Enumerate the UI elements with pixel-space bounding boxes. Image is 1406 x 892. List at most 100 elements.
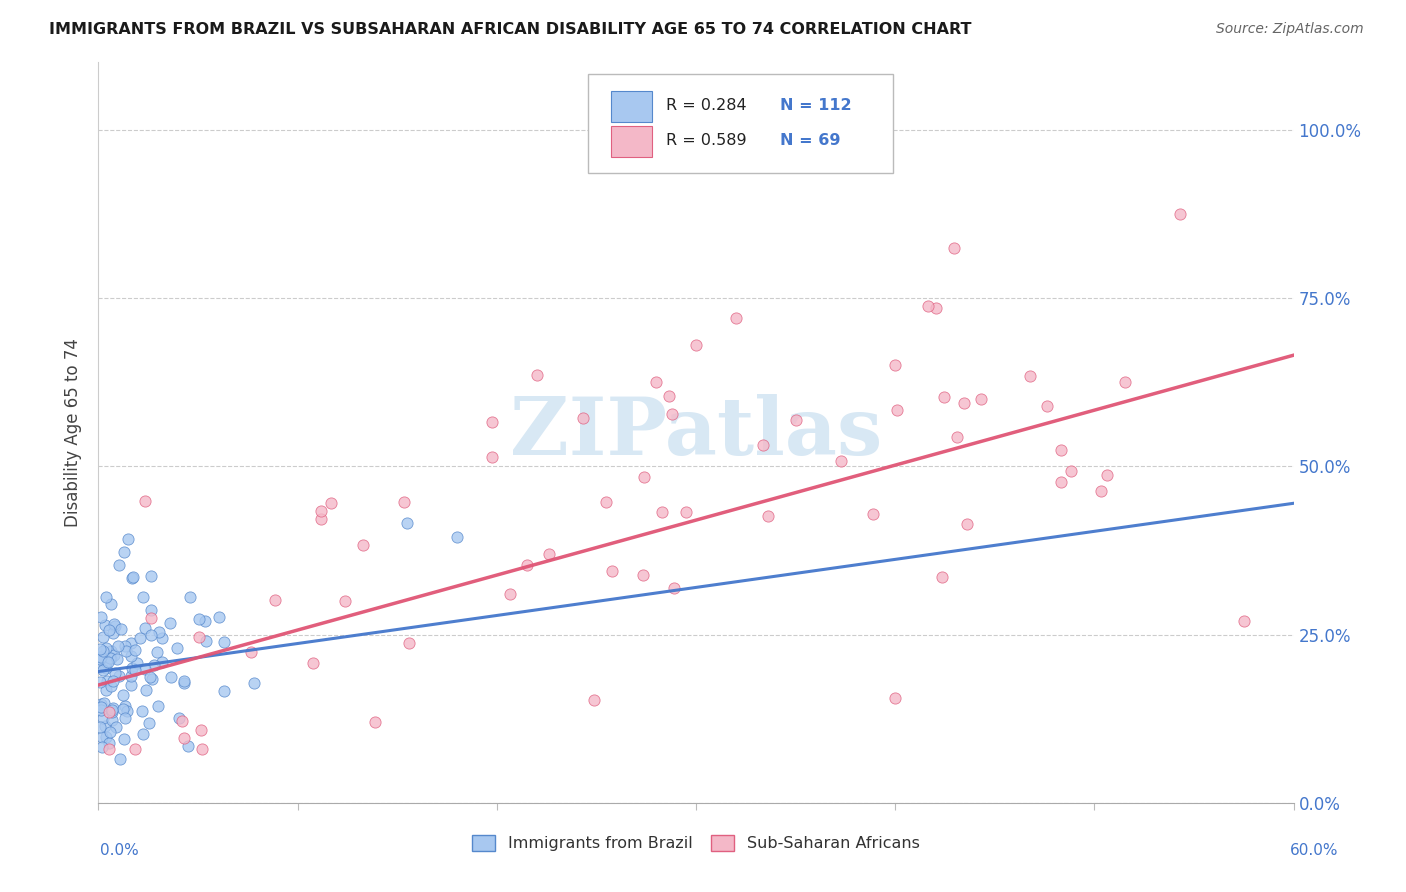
Point: [90, 650, 112, 665]
Point: [135, 682, 157, 697]
Point: [651, 505, 673, 519]
Point: [633, 469, 655, 483]
Point: [124, 643, 146, 657]
Point: [141, 672, 163, 686]
Point: [112, 545, 135, 559]
Point: [301, 656, 323, 670]
Point: [98, 651, 121, 665]
Point: [94, 591, 117, 605]
Point: [1168, 207, 1191, 221]
Point: [145, 645, 167, 659]
Point: [112, 732, 135, 747]
Point: [264, 593, 287, 607]
Point: [481, 450, 503, 464]
Point: [139, 610, 162, 624]
Point: [114, 711, 136, 725]
Point: [91, 730, 114, 744]
Point: [1036, 399, 1059, 413]
Point: [152, 655, 174, 669]
Point: [884, 359, 907, 373]
Point: [934, 391, 956, 405]
Point: [172, 714, 194, 729]
Point: [309, 512, 332, 526]
Point: [100, 650, 122, 665]
Point: [91, 710, 114, 724]
Point: [194, 614, 217, 628]
Point: [114, 698, 136, 713]
Point: [884, 691, 907, 706]
Point: [645, 375, 668, 389]
Point: [124, 663, 146, 677]
Point: [90, 610, 112, 624]
FancyBboxPatch shape: [612, 126, 652, 157]
Point: [98, 705, 121, 719]
Point: [364, 715, 387, 730]
Point: [107, 669, 129, 683]
Point: [98, 742, 121, 756]
Point: [1018, 369, 1040, 384]
Point: [311, 504, 333, 518]
Point: [100, 597, 122, 611]
Point: [392, 495, 415, 509]
Point: [96, 660, 118, 674]
Text: 60.0%: 60.0%: [1291, 843, 1339, 858]
Point: [93, 696, 115, 710]
Point: [90, 699, 112, 714]
FancyBboxPatch shape: [612, 91, 652, 122]
Point: [121, 571, 143, 585]
FancyBboxPatch shape: [589, 73, 893, 173]
Text: 0.0%: 0.0%: [100, 843, 139, 858]
Text: ZIPatlas: ZIPatlas: [510, 393, 882, 472]
Point: [101, 702, 124, 716]
Point: [830, 453, 852, 467]
Point: [120, 678, 142, 692]
Point: [173, 731, 195, 745]
Point: [124, 742, 146, 756]
Point: [96, 674, 118, 689]
Point: [138, 716, 160, 731]
Point: [190, 723, 212, 738]
Point: [101, 713, 124, 727]
Point: [526, 368, 548, 383]
Point: [159, 615, 181, 630]
Point: [917, 299, 939, 313]
Point: [138, 670, 160, 684]
Point: [212, 683, 235, 698]
Point: [396, 516, 419, 531]
Point: [96, 641, 118, 656]
Point: [1050, 475, 1073, 489]
Point: [104, 619, 127, 633]
Point: [110, 623, 132, 637]
Point: [499, 587, 522, 601]
Point: [114, 639, 136, 653]
Point: [398, 636, 420, 650]
Point: [105, 720, 128, 734]
Point: [195, 633, 218, 648]
Point: [107, 639, 129, 653]
Point: [134, 662, 156, 676]
Point: [943, 241, 966, 255]
Point: [664, 581, 686, 595]
Point: [90, 703, 112, 717]
Point: [595, 494, 617, 508]
Point: [1049, 443, 1071, 458]
Point: [89, 659, 111, 673]
Point: [93, 659, 115, 673]
Point: [1097, 467, 1119, 482]
Point: [120, 636, 142, 650]
Point: [98, 736, 121, 750]
Point: [970, 392, 993, 406]
Point: [120, 669, 142, 683]
Point: [96, 655, 118, 669]
Point: [89, 720, 111, 734]
Point: [108, 558, 131, 573]
Point: [131, 727, 153, 741]
Point: [179, 590, 201, 604]
Point: [191, 742, 214, 756]
Point: [446, 530, 468, 544]
Point: [132, 590, 155, 604]
Point: [105, 652, 128, 666]
Point: [103, 648, 125, 663]
Point: [661, 407, 683, 421]
Point: [89, 674, 111, 689]
